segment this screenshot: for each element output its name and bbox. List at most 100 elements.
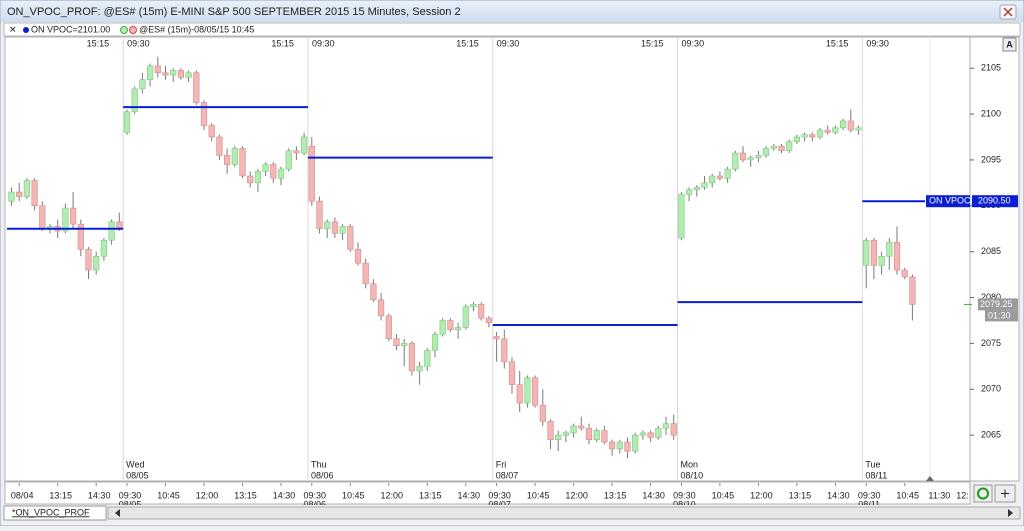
candle-body: [416, 366, 423, 372]
vpoc-price-box: [972, 195, 1018, 208]
candle-body: [93, 255, 100, 271]
candle-body: [154, 65, 161, 74]
candle-body: [693, 187, 700, 191]
time-axis: [4, 481, 971, 505]
last-price-box: [978, 298, 1018, 311]
x-date-label: 08/10: [673, 499, 696, 509]
x-tick-label: 10:45: [342, 490, 365, 500]
candle-body: [485, 317, 493, 324]
y-tick-label: 2095: [981, 154, 1001, 164]
day-label: Wed: [126, 459, 144, 469]
candle-body: [131, 88, 138, 113]
candle-body: [685, 189, 693, 195]
sheet-tab[interactable]: [3, 505, 107, 521]
x-tick-label: 08/04: [11, 490, 34, 500]
candle-body: [447, 320, 454, 330]
price-axis: [969, 36, 1020, 482]
candle-body: [624, 441, 631, 452]
candle-body: [331, 221, 339, 234]
x-tick-label: 13:15: [604, 490, 627, 500]
x-date-label: 08/06: [304, 499, 327, 509]
candle-body: [816, 129, 824, 138]
candle-body: [8, 191, 15, 202]
x-tick-label: 12:00: [750, 490, 773, 500]
y-tick-label: 2065: [981, 430, 1001, 440]
x-tick-label: 14:30: [827, 490, 850, 500]
candle-body: [277, 168, 285, 179]
candle-body: [647, 432, 654, 438]
candle-body: [270, 164, 277, 179]
scrollbar[interactable]: [107, 506, 1021, 520]
refresh-button[interactable]: [973, 484, 993, 503]
candle-body: [462, 306, 469, 328]
svg-text:A: A: [1006, 39, 1013, 49]
auto-scale-button[interactable]: A: [1002, 37, 1017, 52]
candle-body: [716, 175, 723, 179]
candle-body: [470, 304, 477, 308]
y-tick-label: 2085: [981, 246, 1001, 256]
candle-body: [408, 343, 416, 372]
candle-body: [39, 205, 46, 230]
day-date-label: 08/11: [865, 470, 887, 480]
add-button[interactable]: [994, 484, 1016, 503]
legend-close[interactable]: ✕: [9, 24, 17, 34]
top-time-label: 15:15: [826, 38, 849, 48]
candle-body: [824, 129, 831, 133]
bar-timer-label: 01:30: [988, 310, 1011, 320]
candle-body: [516, 384, 523, 404]
x-tick-label: 12:00: [381, 490, 404, 500]
candle-body: [139, 79, 146, 90]
close-button[interactable]: [999, 4, 1017, 20]
candle-body: [524, 377, 531, 404]
legend-down: [129, 26, 137, 34]
candle-body: [547, 421, 554, 441]
candle-body: [732, 152, 739, 170]
day-label: Mon: [681, 459, 699, 469]
candle-body: [839, 120, 847, 129]
candle-body: [493, 336, 500, 340]
candle-body: [208, 125, 215, 138]
x-tick-label: 09:30: [119, 490, 142, 500]
candle-body: [185, 72, 192, 78]
candle-body: [116, 221, 123, 230]
sheet-tab-label[interactable]: *ON_VPOC_PROF: [12, 507, 90, 517]
candle-body: [793, 136, 800, 142]
legend-bar: [3, 22, 1021, 37]
y-tick-label: 2080: [981, 292, 1001, 302]
top-time-label: 15:15: [641, 38, 664, 48]
candle-body: [123, 111, 131, 133]
x-tick-label: 14:30: [642, 490, 665, 500]
candle-body: [770, 145, 777, 149]
candle-body: [247, 175, 254, 184]
candle-body: [762, 148, 770, 156]
candle-body: [339, 226, 346, 234]
x-tick-label: 10:45: [896, 490, 919, 500]
window-title: ON_VPOC_PROF: @ES# (15m) E-MINI S&P 500 …: [7, 6, 461, 18]
candle-body: [878, 255, 885, 266]
candle-body: [401, 343, 408, 346]
candle-body: [77, 223, 84, 250]
candle-body: [562, 432, 569, 436]
candle-body: [755, 155, 762, 158]
candle-body: [23, 180, 31, 197]
x-tick-label: 09:30: [858, 490, 881, 500]
candle-body: [377, 299, 385, 317]
legend-vpoc: ON VPOC=2101.00: [31, 24, 110, 34]
candle-body: [809, 134, 816, 138]
candle-body: [709, 175, 716, 184]
x-date-label: 08/05: [119, 499, 142, 509]
x-tick-label: 10:45: [157, 490, 180, 500]
cursor-marker: [926, 476, 934, 481]
candle-body: [70, 207, 77, 225]
candle-body: [16, 191, 23, 197]
bar-timer-box: [985, 310, 1018, 322]
candle-body: [170, 70, 177, 76]
candle-body: [347, 226, 354, 250]
day-label: Tue: [865, 459, 880, 469]
candle-body: [555, 434, 562, 441]
candle-body: [670, 423, 677, 436]
x-tick-label: 11:30: [928, 490, 950, 500]
candle-body: [239, 148, 246, 177]
candle-body: [224, 155, 231, 165]
